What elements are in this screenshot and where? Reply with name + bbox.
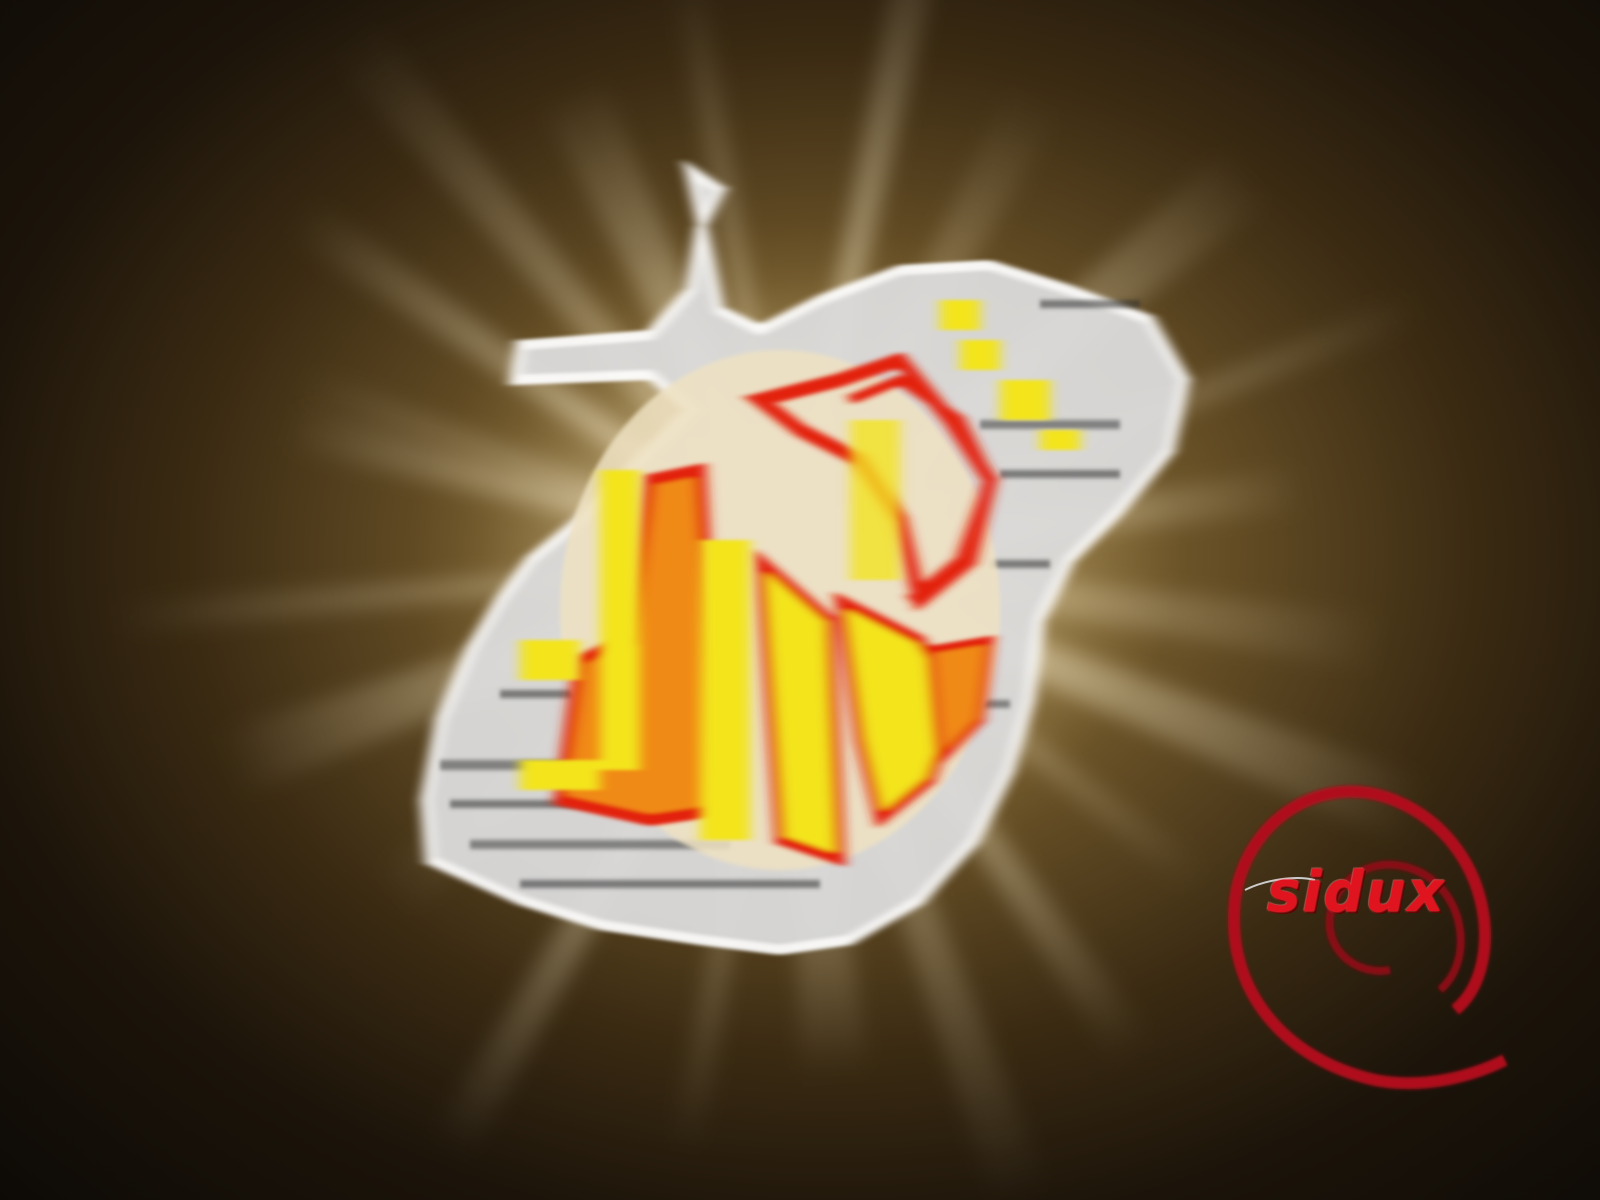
debian-swirl-icon xyxy=(1227,785,1508,1090)
logo-wordmark: sidux xyxy=(1267,860,1446,925)
sidux-logo: sidux xyxy=(1225,760,1515,1110)
light-ray xyxy=(331,21,759,521)
